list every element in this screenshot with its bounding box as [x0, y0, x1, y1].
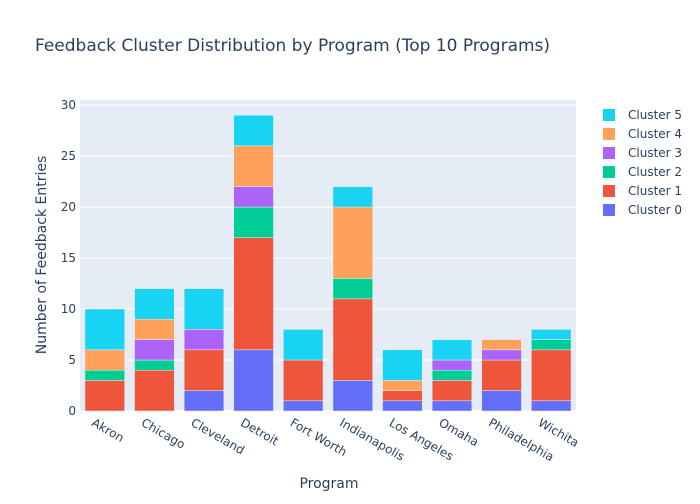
bar-segment[interactable]: [481, 339, 522, 351]
legend-swatch: [603, 204, 615, 216]
legend-item[interactable]: Cluster 0: [603, 203, 682, 217]
legend-swatch: [603, 128, 615, 140]
bar-segment[interactable]: [481, 390, 522, 412]
y-tick-label: 5: [68, 353, 76, 367]
x-tick-label: Chicago: [139, 415, 188, 451]
bar-segment[interactable]: [382, 400, 423, 412]
bar-segment[interactable]: [233, 237, 274, 351]
bar-segment[interactable]: [84, 308, 125, 351]
bar-segment[interactable]: [332, 186, 373, 208]
bar-segment[interactable]: [332, 380, 373, 412]
bar-segment[interactable]: [183, 329, 225, 351]
bar-segment[interactable]: [134, 369, 175, 412]
legend-label: Cluster 0: [628, 203, 682, 217]
bar-segment[interactable]: [283, 359, 324, 402]
bar-segment[interactable]: [382, 349, 423, 381]
bar-segment[interactable]: [84, 380, 125, 412]
bar-segment[interactable]: [283, 329, 324, 361]
y-axis-title: Number of Feedback Entries: [34, 156, 50, 355]
legend-label: Cluster 1: [628, 184, 682, 198]
bar-segment[interactable]: [431, 369, 473, 381]
x-axis-title: Program: [299, 476, 358, 492]
bar-segment[interactable]: [332, 278, 373, 300]
legend-swatch: [603, 185, 615, 197]
bar-segment[interactable]: [84, 349, 125, 371]
bar-segment[interactable]: [431, 359, 473, 371]
legend-item[interactable]: Cluster 5: [603, 108, 682, 122]
bar-segment[interactable]: [382, 390, 423, 402]
legend-item[interactable]: Cluster 4: [603, 127, 682, 141]
y-axis-ticks: 0 5 10 15 20 25 30: [61, 98, 76, 418]
y-tick-label: 10: [61, 302, 76, 316]
bar-segment[interactable]: [332, 206, 373, 279]
legend-item[interactable]: Cluster 2: [603, 165, 682, 179]
bar-segment[interactable]: [183, 288, 225, 330]
bar-segment[interactable]: [134, 359, 175, 371]
bar-segment[interactable]: [382, 380, 423, 391]
y-tick-label: 20: [61, 200, 76, 214]
chart-title: Feedback Cluster Distribution by Program…: [35, 36, 550, 56]
legend-label: Cluster 3: [628, 146, 682, 160]
legend-item[interactable]: Cluster 3: [603, 146, 682, 160]
bars: [84, 115, 572, 412]
legend-swatch: [603, 166, 615, 178]
bar-segment[interactable]: [431, 400, 473, 412]
legend-label: Cluster 2: [628, 165, 682, 179]
bar-segment[interactable]: [233, 186, 274, 208]
legend-item[interactable]: Cluster 1: [603, 184, 682, 198]
legend-swatch: [603, 109, 615, 121]
bar-segment[interactable]: [183, 349, 225, 391]
bar-segment[interactable]: [332, 298, 373, 381]
x-tick-label: Cleveland: [189, 415, 248, 457]
bar-segment[interactable]: [531, 339, 572, 351]
bar-segment[interactable]: [431, 339, 473, 361]
y-tick-label: 25: [61, 149, 76, 163]
bar-segment[interactable]: [183, 390, 225, 412]
bar-segment[interactable]: [531, 349, 572, 402]
bar-segment[interactable]: [134, 339, 175, 361]
legend-label: Cluster 4: [628, 127, 682, 141]
x-tick-label: Akron: [89, 415, 126, 445]
bar-segment[interactable]: [531, 400, 572, 412]
bar-segment[interactable]: [233, 349, 274, 412]
y-tick-label: 30: [61, 98, 76, 112]
bar-segment[interactable]: [84, 369, 125, 381]
bar-segment[interactable]: [481, 349, 522, 361]
bar-segment[interactable]: [134, 288, 175, 320]
legend-swatch: [603, 147, 615, 159]
bar-segment[interactable]: [481, 359, 522, 391]
bar-segment[interactable]: [134, 318, 175, 340]
bar-segment[interactable]: [233, 145, 274, 187]
bar-segment[interactable]: [233, 115, 274, 147]
legend-label: Cluster 5: [628, 108, 682, 122]
bar-segment[interactable]: [233, 206, 274, 238]
y-tick-label: 0: [68, 404, 76, 418]
bar-segment[interactable]: [531, 329, 572, 340]
y-tick-label: 15: [61, 251, 76, 265]
legend[interactable]: Cluster 5 Cluster 4 Cluster 3 Cluster 2 Clus…: [603, 108, 682, 217]
bar-segment[interactable]: [283, 400, 324, 412]
bar-segment[interactable]: [431, 380, 473, 402]
